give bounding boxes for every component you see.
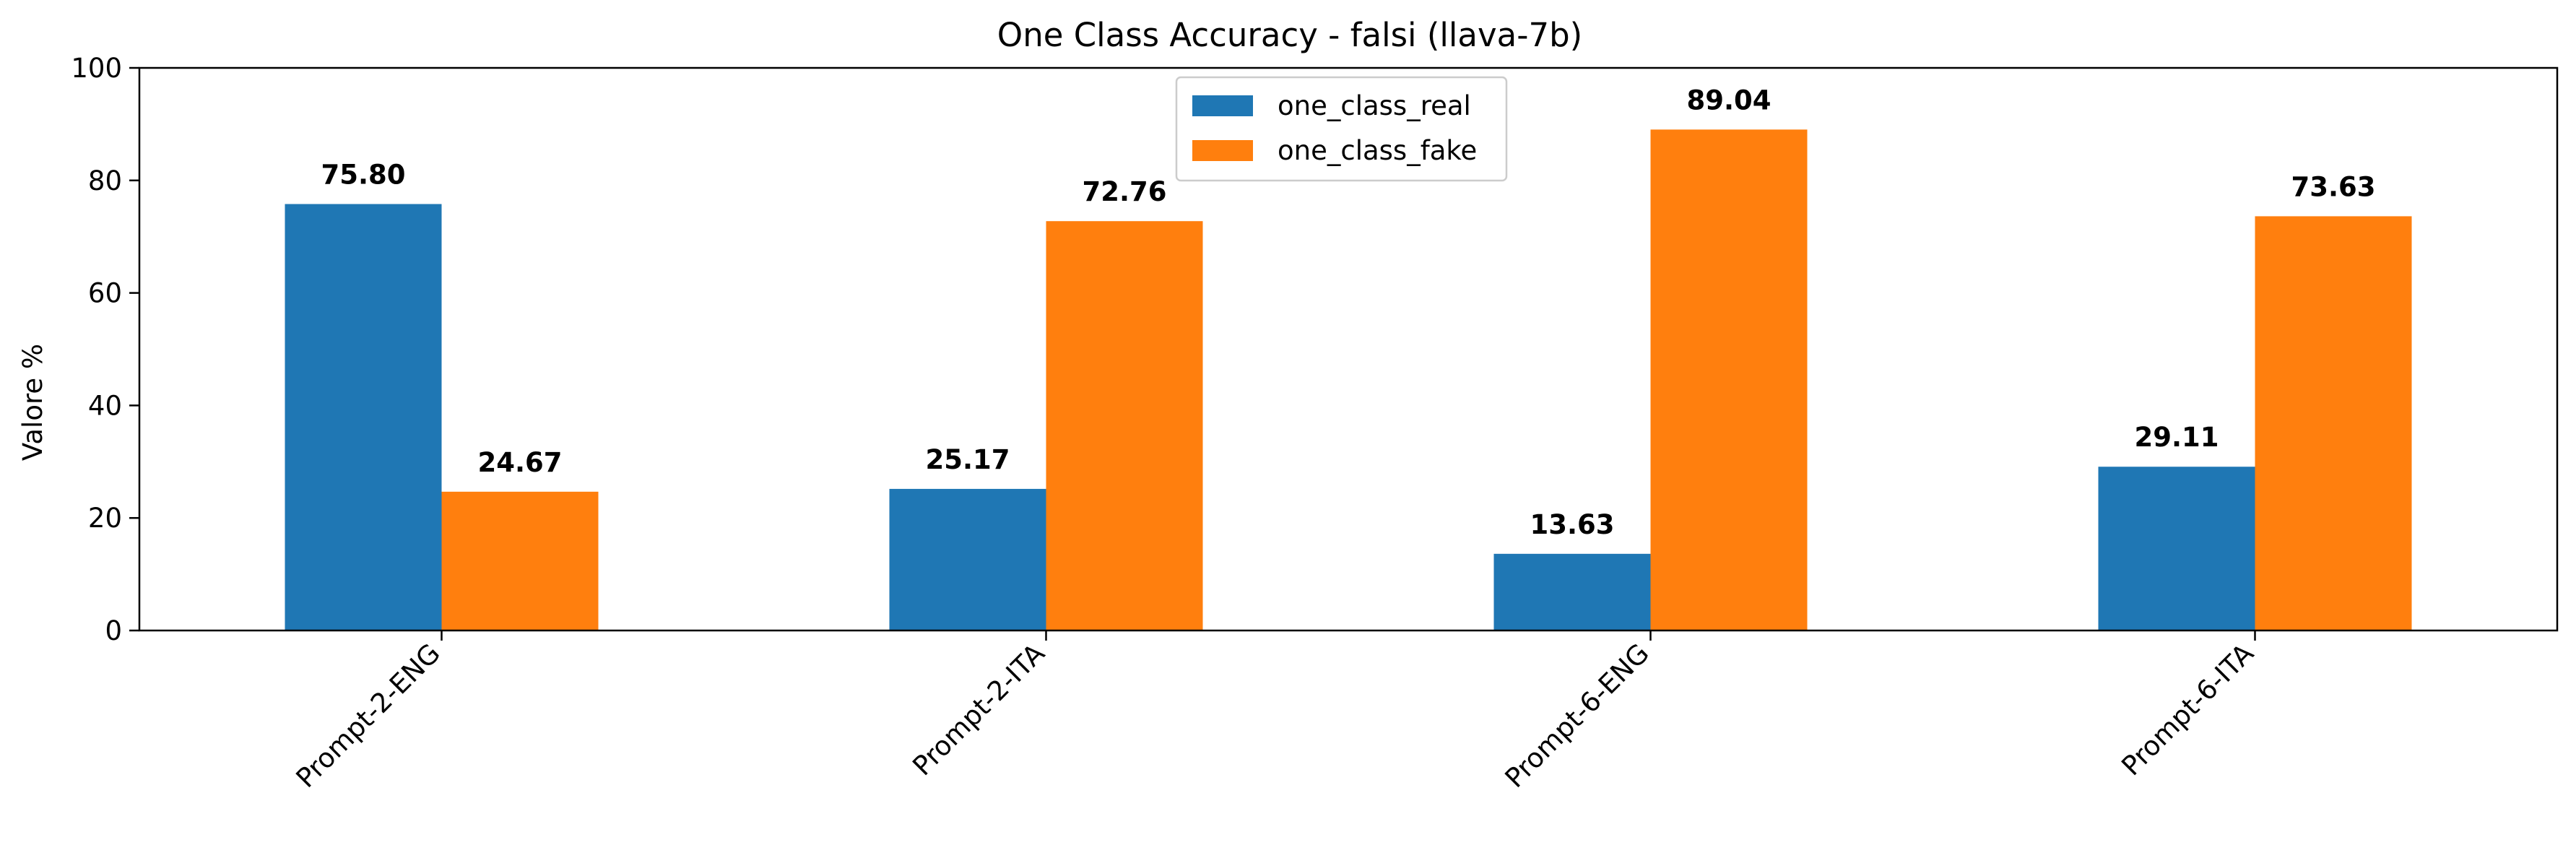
bar-one_class_real (889, 488, 1046, 630)
y-axis-label: Valore % (17, 344, 48, 461)
bars-layer (285, 129, 2412, 630)
y-tick-label: 0 (105, 615, 122, 646)
legend-swatch (1192, 95, 1253, 116)
data-label: 24.67 (477, 447, 562, 478)
data-label: 25.17 (925, 444, 1010, 475)
data-label: 75.80 (321, 160, 405, 191)
legend-label: one_class_real (1278, 90, 1471, 121)
legend-swatch (1192, 140, 1253, 161)
y-tick-label: 80 (88, 165, 122, 196)
legend: one_class_real one_class_fake (1175, 76, 1508, 182)
chart-title: One Class Accuracy - falsi (llava-7b) (997, 16, 1582, 54)
y-tick-label: 20 (88, 503, 122, 534)
y-tick-label: 100 (71, 53, 122, 84)
bar-one_class_real (285, 204, 442, 630)
legend-label: one_class_fake (1278, 135, 1477, 166)
data-label: 13.63 (1530, 509, 1614, 540)
plot-frame (138, 66, 2559, 632)
bar-one_class_fake (1650, 129, 1808, 630)
bar-one_class_fake (441, 491, 599, 630)
legend-box (1175, 76, 1508, 182)
x-tick-label: Prompt-2-ENG (290, 638, 446, 794)
x-tick-label: Prompt-6-ITA (2116, 638, 2260, 781)
bar-one_class_fake (1046, 221, 1203, 630)
x-tick-label: Prompt-2-ITA (907, 638, 1051, 781)
data-label: 73.63 (2291, 171, 2375, 202)
x-tick-label: Prompt-6-ENG (1499, 638, 1655, 794)
y-tick-label: 60 (88, 278, 122, 309)
bar-one_class_fake (2255, 216, 2412, 630)
y-tick-label: 40 (88, 390, 122, 421)
bar-one_class_real (1493, 553, 1651, 630)
data-label: 89.04 (1686, 84, 1771, 116)
bar-one_class_real (2098, 467, 2255, 630)
data-labels-layer: 75.80 24.67 25.17 72.76 13.63 89.04 29.11 73.63 (321, 84, 2375, 540)
data-label: 72.76 (1082, 176, 1166, 207)
data-label: 29.11 (2134, 422, 2219, 453)
